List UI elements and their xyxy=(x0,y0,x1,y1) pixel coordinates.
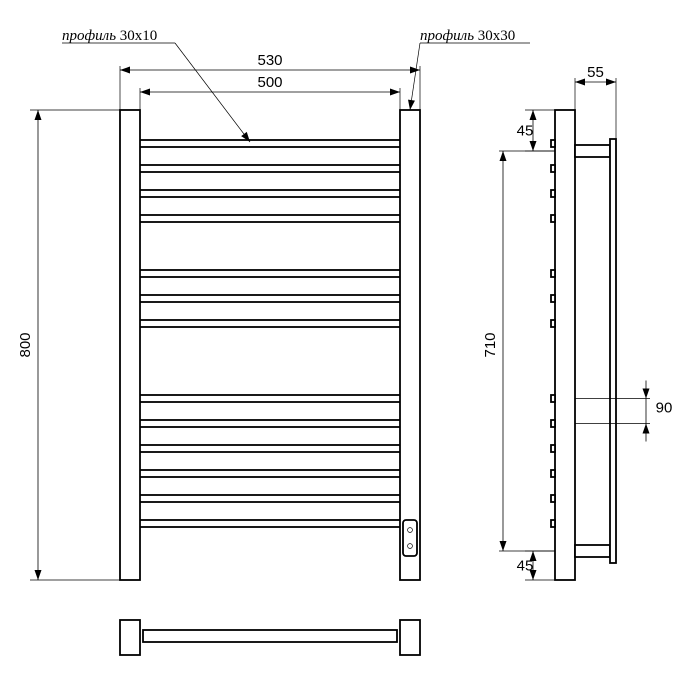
wall-plate xyxy=(610,139,616,563)
bracket-top xyxy=(575,145,610,157)
profile-left-label: профиль 30x10 xyxy=(62,28,157,44)
rung xyxy=(138,215,402,222)
side-rung xyxy=(551,320,555,327)
rung xyxy=(138,470,402,477)
rung xyxy=(138,295,402,302)
side-rung xyxy=(551,215,555,222)
dim-90: 90 xyxy=(656,400,673,417)
dim-label: 55 xyxy=(587,64,604,81)
rung xyxy=(138,140,402,147)
dim-label: 500 xyxy=(257,74,282,91)
rung xyxy=(138,270,402,277)
rung xyxy=(138,395,402,402)
dim-710: 710 xyxy=(482,332,499,357)
side-rung xyxy=(551,270,555,277)
right-post xyxy=(400,110,420,580)
bottom-rung xyxy=(143,630,397,642)
side-rung xyxy=(551,395,555,402)
side-rung xyxy=(551,140,555,147)
bottom-right-post xyxy=(400,620,420,655)
rung xyxy=(138,420,402,427)
controller xyxy=(403,520,417,556)
side-rung xyxy=(551,165,555,172)
rung xyxy=(138,165,402,172)
dim-label: 530 xyxy=(257,52,282,69)
rung xyxy=(138,495,402,502)
profile-right-label: профиль 30x30 xyxy=(420,28,515,44)
rung xyxy=(138,190,402,197)
left-post xyxy=(120,110,140,580)
side-rung xyxy=(551,190,555,197)
dim-height: 800 xyxy=(17,332,34,357)
side-rung xyxy=(551,295,555,302)
side-rung xyxy=(551,495,555,502)
bracket-bot xyxy=(575,545,610,557)
side-rung xyxy=(551,420,555,427)
rung xyxy=(138,520,402,527)
rung xyxy=(138,320,402,327)
side-rung xyxy=(551,470,555,477)
rung xyxy=(138,445,402,452)
side-rung xyxy=(551,520,555,527)
dim-45-bot: 45 xyxy=(517,558,534,575)
side-post xyxy=(555,110,575,580)
dim-45-top: 45 xyxy=(517,123,534,140)
bottom-left-post xyxy=(120,620,140,655)
side-rung xyxy=(551,445,555,452)
